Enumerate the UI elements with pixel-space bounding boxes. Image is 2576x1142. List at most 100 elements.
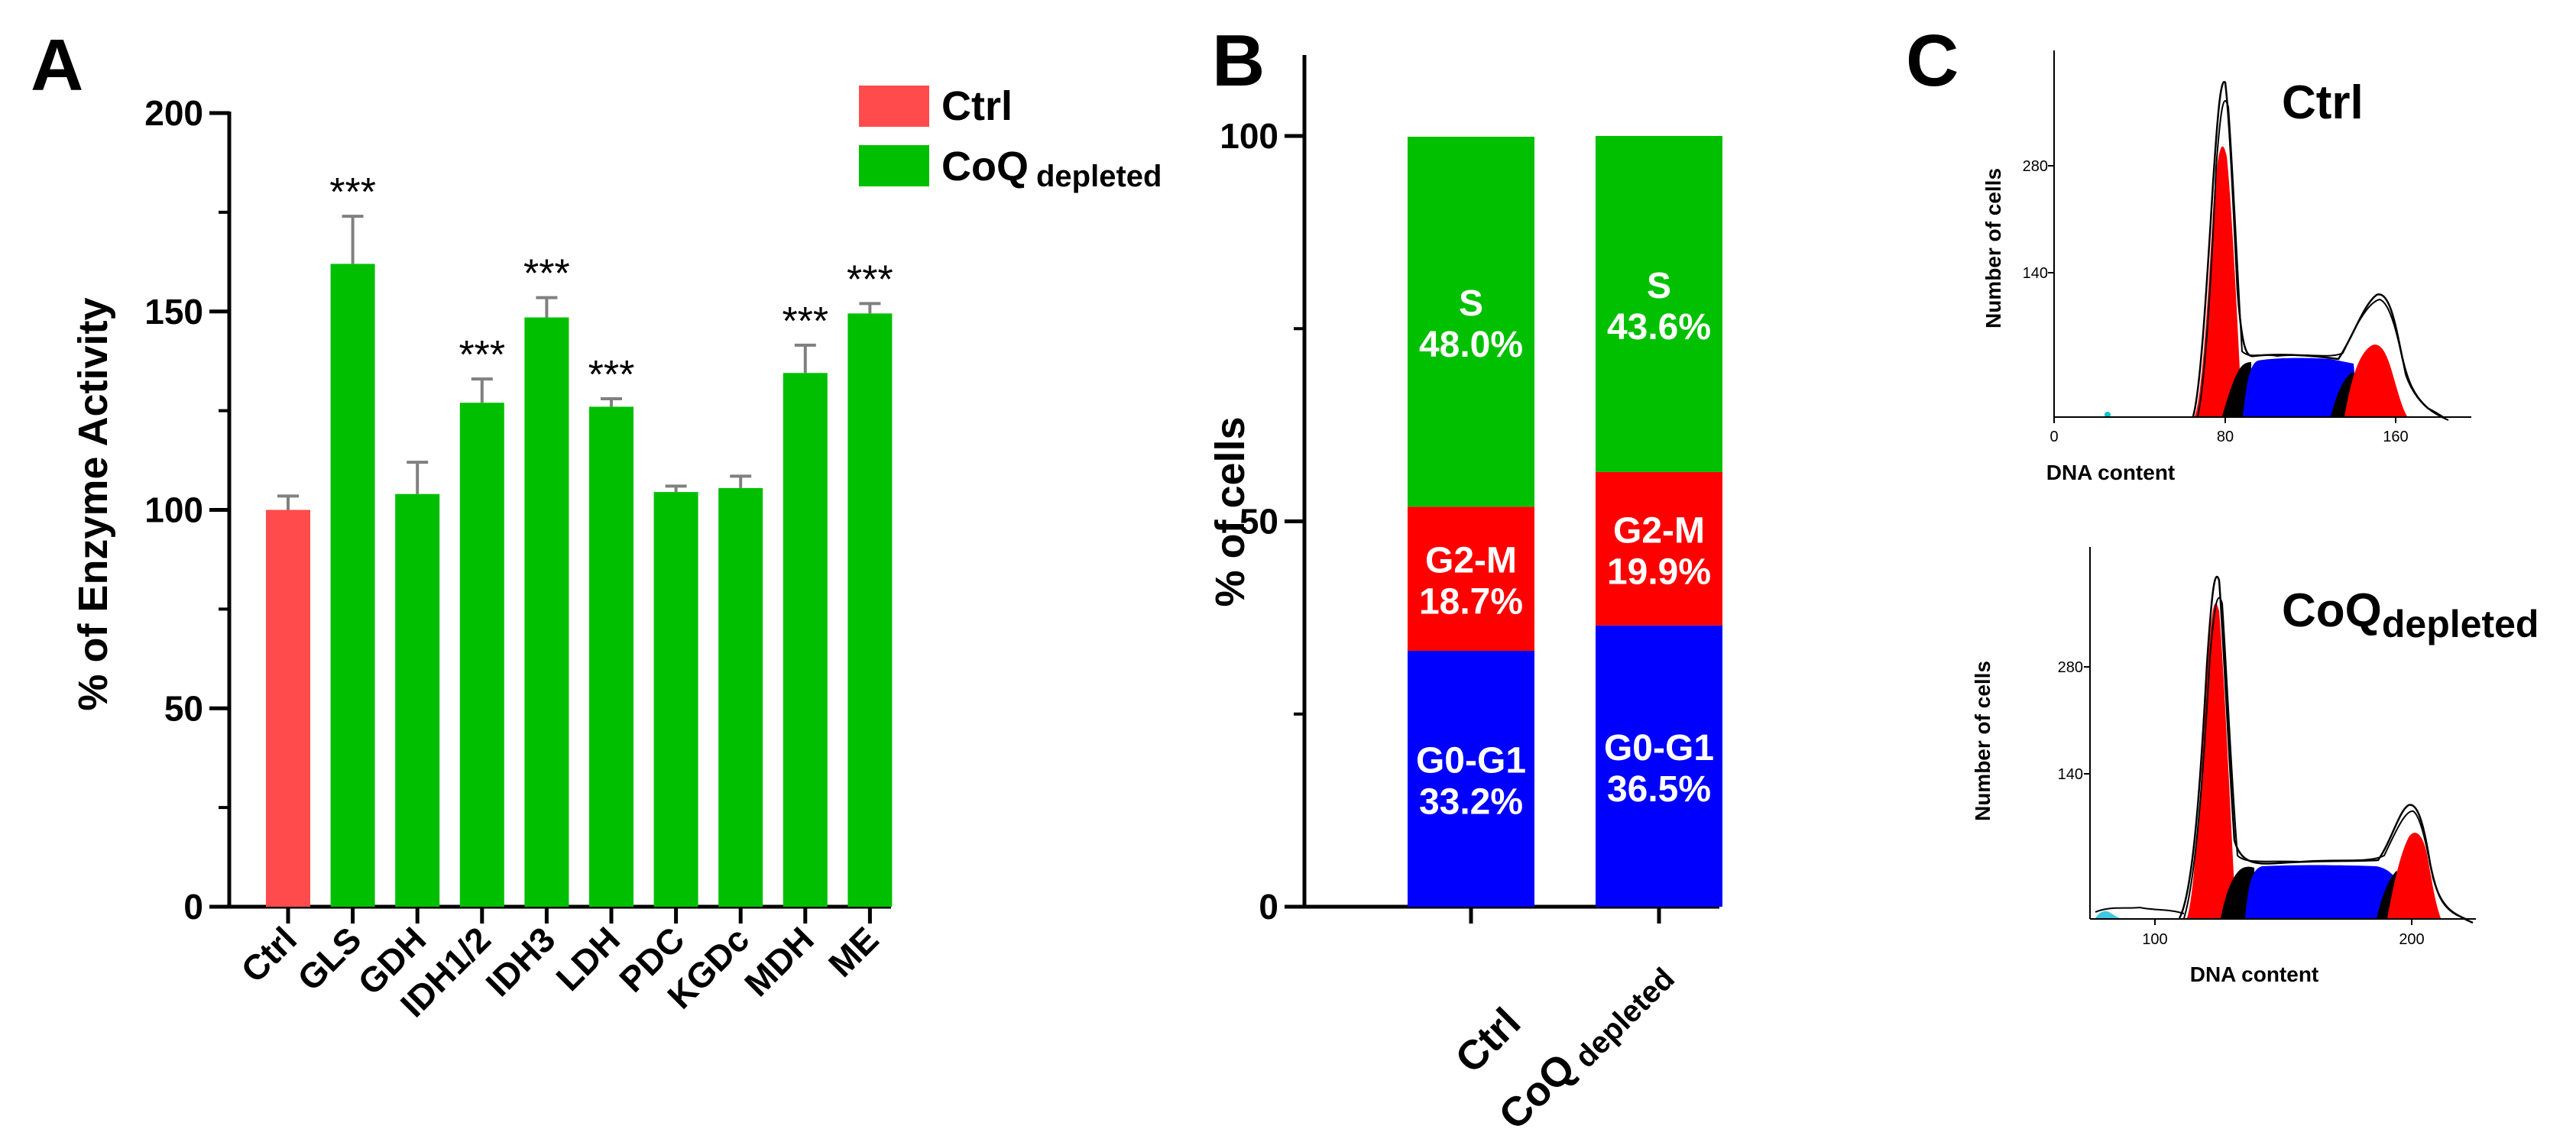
panel-a-significance: *** [588, 353, 635, 397]
panel-b-segment-g2m [1408, 506, 1534, 652]
histogram-coq-outline-2 [2183, 597, 2469, 920]
histogram-ctrl-s-phase [2243, 357, 2358, 416]
panel-b-ylabel: % of cells [1207, 416, 1253, 607]
legend-coq-sub: depleted [1036, 160, 1162, 193]
histogram-coq: CoQdepleted Number of cells DNA content … [1971, 547, 2539, 986]
histogram-ctrl-ylabel: Number of cells [1981, 168, 2005, 328]
panel-c-histograms: C Ctrl Number of cells DNA content 280 [1906, 20, 2539, 986]
panel-b-segment-value: 18.7% [1419, 582, 1523, 623]
panel-b-segment-name: S [1459, 283, 1483, 324]
panel-b-segment-value: 36.5% [1607, 769, 1711, 810]
panel-a-significance: *** [329, 170, 376, 215]
panel-b-segment-s_phase [1408, 137, 1534, 507]
panel-b-segment-name: G0-G1 [1416, 741, 1526, 781]
panel-a-bar-ctrl [266, 510, 310, 907]
histogram-ctrl: Ctrl Number of cells DNA content 280 140… [1981, 50, 2471, 484]
panel-b-ytick-label: 50 [1239, 502, 1278, 542]
histogram-ctrl-xtick-160: 160 [2383, 429, 2408, 445]
legend-coq-main: CoQ [941, 144, 1029, 189]
histogram-coq-g2-peak [2387, 833, 2441, 918]
histogram-coq-xtick-100: 100 [2142, 931, 2167, 948]
histogram-ctrl-s-left-overlap [2222, 362, 2251, 416]
panel-b-ytick-label: 0 [1259, 887, 1278, 927]
histogram-ctrl-xlabel: DNA content [2046, 461, 2176, 484]
panel-a-ytick-label: 50 [164, 688, 203, 728]
histogram-ctrl-g1-peak [2195, 146, 2242, 417]
panel-a-xtick-label: MDH [737, 919, 821, 1004]
panel-b-segment-value: 19.9% [1607, 552, 1711, 592]
panel-b-segment-g0g1 [1596, 625, 1722, 907]
panel-a-bar-mdh [783, 373, 828, 907]
panel-letter-a: A [31, 24, 83, 106]
panel-a-ytick-label: 150 [144, 292, 203, 332]
panel-a-significance: *** [847, 257, 893, 302]
panel-a-bar-pdc [653, 492, 698, 907]
panel-a-ytick-label: 0 [183, 887, 203, 927]
panel-a-axes: 0 50 100 150 200 [144, 93, 891, 927]
panel-b-xlabel-ctrl: Ctrl [1447, 999, 1529, 1082]
histogram-ctrl-xtick-0: 0 [2049, 429, 2058, 445]
panel-a-ylabel: % of Enzyme Activity [70, 297, 116, 710]
histogram-ctrl-outline-2 [2197, 99, 2449, 421]
panel-a-significance: *** [523, 252, 570, 296]
panel-b-segment-name: G2-M [1613, 510, 1705, 551]
histogram-coq-title: CoQdepleted [2282, 584, 2539, 645]
histogram-ctrl-xtick-80: 80 [2217, 429, 2234, 445]
panel-b-segment-g2m [1596, 471, 1722, 626]
panel-b-segment-s_phase [1596, 136, 1722, 472]
histogram-coq-s-phase [2245, 865, 2398, 918]
panel-b-xlabel-coq-sub: depleted [1569, 962, 1681, 1074]
panel-b-xlabel-coq: CoQdepleted [1490, 950, 1681, 1141]
panel-b-segment-value: 48.0% [1419, 325, 1523, 365]
panel-b-ytick-label: 100 [1220, 116, 1278, 156]
panel-b-bars: G0-G133.2%G2-M18.7%S48.0%G0-G136.5%G2-M1… [1408, 136, 1722, 907]
legend-coq-label: CoQ depleted [941, 144, 1162, 193]
panel-letter-b: B [1212, 20, 1265, 102]
legend-ctrl-swatch [859, 86, 929, 127]
panel-a-significance: *** [458, 333, 505, 377]
histogram-coq-g1-peak [2187, 603, 2236, 918]
panel-a-bar-ldh [589, 406, 633, 907]
panel-a-legend: Ctrl CoQ depleted [859, 83, 1162, 193]
panel-b-segment-value: 33.2% [1419, 782, 1523, 823]
histogram-coq-ylabel: Number of cells [1971, 661, 1994, 821]
panel-b-segment-name: G0-G1 [1604, 728, 1714, 768]
histogram-ctrl-ticks [2048, 165, 2396, 423]
panel-b-xlabel-coq-main: CoQ [1490, 1044, 1584, 1138]
panel-b-segment-value: 43.6% [1607, 307, 1711, 348]
histogram-coq-xtick-200: 200 [2399, 931, 2424, 948]
panel-a-xtick-label: Ctrl [233, 919, 304, 990]
panel-b-segment-name: S [1647, 266, 1671, 306]
legend-ctrl-label: Ctrl [941, 83, 1013, 129]
histogram-ctrl-ytick-280: 280 [2023, 158, 2048, 175]
panel-a-significance: *** [782, 299, 828, 344]
panel-a-bar-gls [330, 264, 375, 907]
panel-a-xtick-label: IDH3 [478, 919, 563, 1004]
panel-a-ytick-label: 200 [144, 93, 203, 133]
histogram-ctrl-title: Ctrl [2282, 76, 2364, 129]
histogram-coq-ytick-140: 140 [2058, 766, 2083, 783]
histogram-coq-debris [2095, 906, 2185, 914]
histogram-ctrl-g2-peak [2344, 345, 2407, 416]
panel-a-bar-idh12 [459, 403, 504, 907]
panel-a-bar-idh3 [524, 317, 569, 907]
panel-a-bars: Ctrl***GLSGDH***IDH1/2***IDH3***LDHPDCKG… [233, 170, 893, 1024]
panel-a-xtick-label: GLS [290, 919, 369, 998]
histogram-ctrl-ytick-140: 140 [2023, 265, 2048, 282]
panel-a-xtick-label: LDH [548, 919, 627, 998]
panel-a-bar-kgdc [718, 487, 763, 907]
histogram-coq-title-main: CoQ [2282, 584, 2382, 637]
panel-a-ytick-label: 100 [144, 490, 203, 530]
histogram-coq-ticks [2084, 666, 2412, 925]
panel-b-segment-name: G2-M [1425, 541, 1517, 581]
panel-a-bar-gdh [395, 493, 440, 907]
legend-coq-swatch [859, 145, 929, 186]
histogram-coq-ytick-280: 280 [2058, 659, 2083, 676]
histogram-coq-debris-fill [2095, 911, 2120, 918]
histogram-coq-xlabel: DNA content [2190, 962, 2319, 986]
panel-b-segment-g0g1 [1408, 651, 1534, 907]
panel-b-xlabels: Ctrl CoQdepleted [1447, 950, 1681, 1141]
